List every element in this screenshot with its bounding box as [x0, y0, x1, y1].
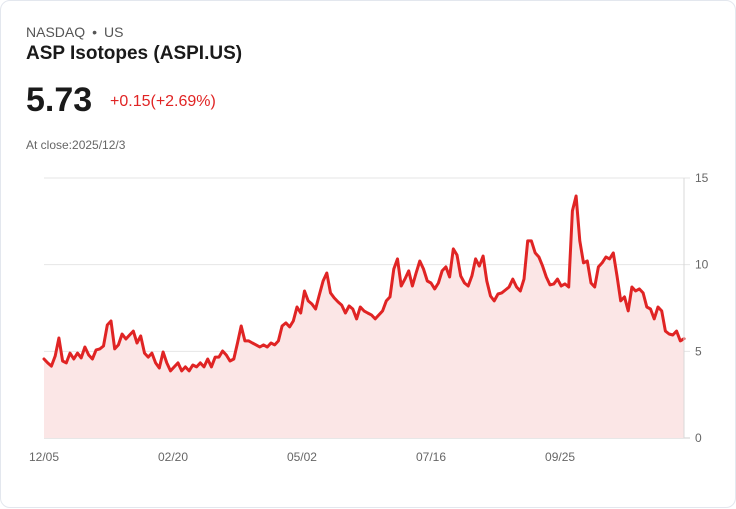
price-line: [42, 194, 686, 373]
y-tick-label: 10: [695, 258, 709, 272]
x-tick-label: 02/20: [158, 450, 188, 464]
separator-dot: •: [92, 24, 98, 40]
price-area-fill: [44, 196, 684, 438]
stock-title: ASP Isotopes (ASPI.US): [26, 43, 243, 64]
price-value: 5.73: [26, 81, 93, 119]
x-tick-label: 05/02: [287, 450, 317, 464]
exchange-line: NASDAQ • US: [26, 24, 123, 40]
y-tick-label: 5: [695, 344, 702, 358]
country-label: US: [104, 24, 124, 40]
price-change: +0.15(+2.69%): [110, 93, 216, 110]
exchange-label: NASDAQ: [26, 24, 86, 40]
close-date: At close:2025/12/3: [26, 138, 126, 152]
y-tick-label: 15: [695, 171, 709, 185]
x-tick-label: 09/25: [545, 450, 575, 464]
x-tick-label: 12/05: [29, 450, 59, 464]
x-tick-label: 07/16: [416, 450, 446, 464]
y-tick-label: 0: [695, 431, 702, 445]
